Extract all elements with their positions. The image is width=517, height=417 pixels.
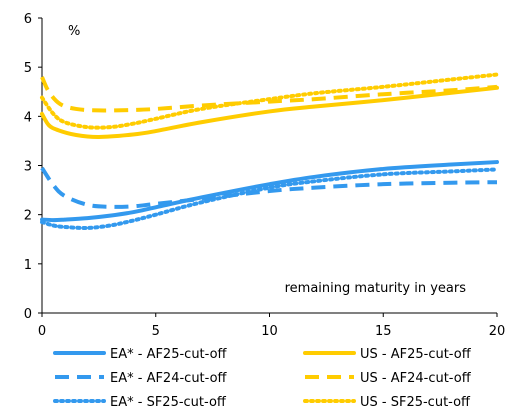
series-line-3 — [40, 167, 499, 230]
legend-label-1: EA* - AF25-cut-off — [110, 347, 228, 362]
x-tick-label: 5 — [152, 324, 160, 339]
series-line-4 — [40, 85, 499, 139]
legend-label-6: US - SF25-cut-off — [360, 395, 471, 410]
y-unit-label: % — [68, 24, 80, 39]
legend-label-3: EA* - SF25-cut-off — [110, 395, 227, 410]
legend: EA* - AF25-cut-off EA* - AF24-cut-off EA* … — [53, 347, 472, 410]
x-axis-ticks: 0 5 10 15 20 — [38, 313, 505, 339]
series-line-6 — [40, 72, 499, 130]
y-tick-label: 2 — [24, 209, 32, 224]
y-axis-ticks: 0 1 2 3 4 5 6 — [24, 12, 42, 322]
x-axis-annotation: remaining maturity in years — [285, 281, 467, 296]
x-tick-label: 10 — [261, 324, 278, 339]
axes: 0 1 2 3 4 5 6 0 5 10 15 20 — [24, 12, 506, 339]
series-line-2 — [40, 166, 498, 209]
series-lines — [40, 72, 499, 230]
y-tick-label: 3 — [24, 160, 32, 175]
y-tick-label: 5 — [24, 61, 32, 76]
series-line-5 — [40, 76, 498, 113]
x-tick-label: 20 — [489, 324, 506, 339]
y-tick-label: 4 — [24, 110, 32, 125]
legend-label-4: US - AF25-cut-off — [360, 347, 472, 362]
x-tick-label: 15 — [375, 324, 392, 339]
y-tick-label: 0 — [24, 307, 32, 322]
legend-label-2: EA* - AF24-cut-off — [110, 371, 228, 386]
y-tick-label: 6 — [24, 12, 32, 27]
x-tick-label: 0 — [38, 324, 46, 339]
legend-label-5: US - AF24-cut-off — [360, 371, 472, 386]
series-line-1 — [40, 160, 499, 223]
y-tick-label: 1 — [24, 258, 32, 273]
